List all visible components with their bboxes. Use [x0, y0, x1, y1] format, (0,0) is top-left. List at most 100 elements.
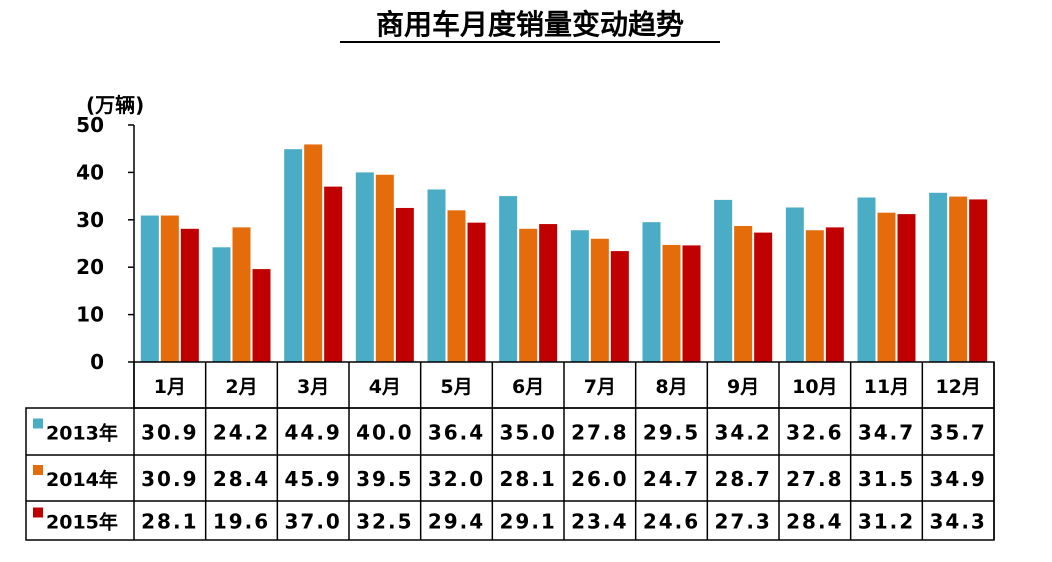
bar-2015年-7月	[610, 251, 629, 362]
data-label: 36.4	[428, 421, 485, 445]
data-label: 40.0	[356, 421, 413, 445]
data-label: 31.2	[858, 510, 915, 534]
data-label: 32.6	[786, 421, 843, 445]
x-tick-label: 8月	[655, 376, 687, 398]
bar-2013年-10月	[785, 207, 804, 362]
y-axis-unit-label: (万辆)	[86, 93, 144, 117]
data-label: 24.2	[213, 421, 270, 445]
plot-area: 0 10 20 30 40 50	[76, 113, 988, 374]
bar-2014年-3月	[304, 144, 323, 362]
x-tick-label: 7月	[584, 376, 616, 398]
data-label: 32.0	[428, 467, 485, 491]
x-tick-label: 10月	[792, 376, 837, 398]
bar-2014年-8月	[662, 244, 681, 362]
bar-2015年-11月	[897, 214, 916, 362]
data-label: 28.1	[499, 467, 556, 491]
bar-2013年-2月	[212, 247, 231, 362]
y-tick-label: 40	[76, 160, 104, 184]
y-tick-label: 50	[76, 113, 104, 137]
bar-2013年-7月	[570, 230, 589, 362]
bar-2014年-5月	[447, 210, 466, 362]
y-tick-label: 30	[76, 208, 104, 232]
x-tick-label: 2月	[225, 376, 257, 398]
bar-2013年-3月	[284, 149, 303, 362]
bar-2015年-6月	[539, 224, 558, 362]
data-label: 24.6	[643, 510, 700, 534]
data-label: 28.4	[213, 467, 270, 491]
data-label: 39.5	[356, 467, 413, 491]
x-tick-label: 12月	[935, 376, 980, 398]
bar-2014年-11月	[877, 212, 896, 362]
bar-2014年-7月	[590, 238, 609, 362]
data-label: 35.7	[929, 421, 986, 445]
bar-2014年-4月	[375, 174, 394, 362]
x-tick-label: 6月	[512, 376, 544, 398]
bar-2014年-1月	[160, 215, 179, 362]
data-label: 35.0	[499, 421, 556, 445]
bar-2013年-5月	[427, 189, 446, 362]
legend-swatch	[33, 465, 43, 475]
y-tick-label: 20	[76, 255, 104, 279]
data-label: 23.4	[571, 510, 628, 534]
x-tick-label: 1月	[154, 376, 186, 398]
bar-2015年-5月	[467, 222, 486, 362]
data-label: 29.5	[643, 421, 700, 445]
data-label: 34.3	[929, 510, 986, 534]
bar-2014年-12月	[949, 196, 968, 362]
data-label: 32.5	[356, 510, 413, 534]
bar-2013年-11月	[857, 197, 876, 362]
data-label: 45.9	[284, 467, 341, 491]
data-label: 44.9	[284, 421, 341, 445]
data-label: 34.9	[929, 467, 986, 491]
data-label: 30.9	[141, 421, 198, 445]
x-tick-label: 11月	[864, 376, 909, 398]
data-label: 30.9	[141, 467, 198, 491]
bar-2015年-9月	[754, 232, 773, 362]
data-label: 28.7	[714, 467, 771, 491]
bar-2013年-8月	[642, 222, 661, 362]
bar-2013年-4月	[355, 172, 374, 362]
bar-2015年-12月	[969, 199, 988, 362]
data-label: 19.6	[213, 510, 270, 534]
x-tick-label: 9月	[727, 376, 759, 398]
legend-series-name: 2013年	[46, 422, 118, 445]
data-label: 26.0	[571, 467, 628, 491]
chart-title: 商用车月度销量变动趋势	[376, 8, 684, 41]
legend-swatch	[33, 418, 43, 429]
data-label: 29.4	[428, 510, 485, 534]
y-tick-label: 0	[90, 350, 104, 374]
bar-2014年-2月	[232, 227, 251, 362]
y-tick-label: 10	[76, 303, 104, 327]
data-label: 28.1	[141, 510, 198, 534]
bar-2014年-6月	[519, 228, 538, 362]
legend-series-name: 2014年	[46, 468, 118, 491]
data-label: 24.7	[643, 467, 700, 491]
bar-2015年-3月	[324, 186, 343, 362]
data-label: 27.8	[786, 467, 843, 491]
bar-2014年-10月	[805, 230, 824, 362]
bar-2014年-9月	[734, 225, 753, 362]
legend-series-name: 2015年	[46, 511, 118, 534]
data-label: 34.2	[714, 421, 771, 445]
bar-2013年-1月	[140, 215, 159, 362]
data-label: 34.7	[858, 421, 915, 445]
bar-2013年-12月	[929, 192, 948, 362]
data-table: 1月 2月 3月 4月 5月 6月 7月 8月 9月 10月 11月 12月 2013年 30.9 24.2…	[25, 361, 995, 541]
bar-2013年-9月	[714, 199, 733, 362]
bar-2013年-6月	[499, 196, 518, 362]
bar-2015年-2月	[252, 269, 271, 362]
x-tick-label: 3月	[297, 376, 329, 398]
bar-2015年-4月	[395, 207, 414, 362]
data-label: 29.1	[499, 510, 556, 534]
bar-2015年-8月	[682, 245, 701, 362]
data-label: 31.5	[858, 467, 915, 491]
data-label: 27.8	[571, 421, 628, 445]
bar-2015年-10月	[825, 227, 844, 362]
data-label: 27.3	[714, 510, 771, 534]
legend-swatch	[33, 507, 43, 518]
x-tick-label: 5月	[440, 376, 472, 398]
data-label: 28.4	[786, 510, 843, 534]
data-label: 37.0	[284, 510, 341, 534]
x-tick-label: 4月	[369, 376, 401, 398]
